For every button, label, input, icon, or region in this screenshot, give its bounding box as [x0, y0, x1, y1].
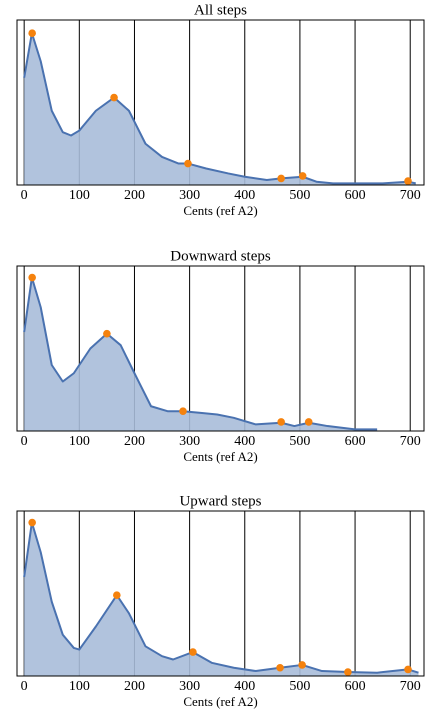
peak-marker [277, 174, 285, 183]
x-tick-label: 300 [179, 434, 200, 449]
peak-marker [304, 418, 313, 426]
plot-frame [16, 19, 425, 186]
x-tick-label: 0 [21, 434, 28, 449]
peak-marker [404, 665, 412, 674]
x-tick-label: 400 [234, 188, 255, 203]
x-tick-label: 200 [124, 434, 145, 449]
chart-title: Upward steps [179, 493, 261, 509]
density-line [23, 276, 378, 431]
peak-marker [189, 648, 197, 656]
x-tick-label: 200 [124, 188, 145, 203]
x-tick-label: 0 [21, 679, 28, 694]
x-tick-label: 500 [289, 188, 310, 203]
peak-marker [298, 172, 307, 180]
peak-marker [110, 93, 118, 102]
x-tick-label: 100 [69, 434, 90, 449]
density-line [23, 521, 419, 674]
peak-marker [277, 418, 285, 426]
x-axis-label: Cents (ref A2) [183, 449, 257, 464]
x-tick-label: 200 [124, 679, 145, 694]
x-tick-label: 700 [400, 679, 421, 694]
x-tick-label: 600 [345, 679, 366, 694]
plot-frame [16, 265, 425, 432]
x-tick-label: 0 [21, 188, 28, 203]
peak-marker [298, 661, 306, 669]
peak-marker [179, 407, 187, 416]
peak-marker [344, 668, 352, 676]
area-fill [24, 33, 416, 186]
x-tick-label: 600 [345, 188, 366, 203]
plot-frame [16, 510, 425, 677]
x-tick-label: 300 [179, 679, 200, 694]
area-fill [24, 277, 378, 431]
peak-marker [404, 177, 412, 185]
x-axis-label: Cents (ref A2) [183, 694, 257, 709]
peak-marker [103, 329, 111, 338]
peak-marker [28, 273, 36, 282]
x-tick-label: 700 [400, 188, 421, 203]
density-line [23, 32, 416, 185]
x-tick-label: 100 [69, 188, 90, 203]
area-fill [24, 522, 419, 676]
x-tick-label: 100 [69, 679, 90, 694]
peak-marker [276, 663, 284, 672]
x-tick-label: 700 [400, 434, 421, 449]
peak-marker [184, 159, 192, 168]
x-axis-label: Cents (ref A2) [183, 203, 257, 218]
peak-marker [28, 29, 36, 37]
chart-title: All steps [194, 2, 247, 18]
x-tick-label: 400 [234, 679, 255, 694]
x-tick-label: 400 [234, 434, 255, 449]
x-tick-label: 500 [289, 434, 310, 449]
chart-title: Downward steps [170, 248, 271, 264]
x-tick-label: 600 [345, 434, 366, 449]
x-tick-label: 500 [289, 679, 310, 694]
x-tick-label: 300 [179, 188, 200, 203]
peak-marker [28, 518, 36, 527]
peak-marker [113, 591, 121, 599]
